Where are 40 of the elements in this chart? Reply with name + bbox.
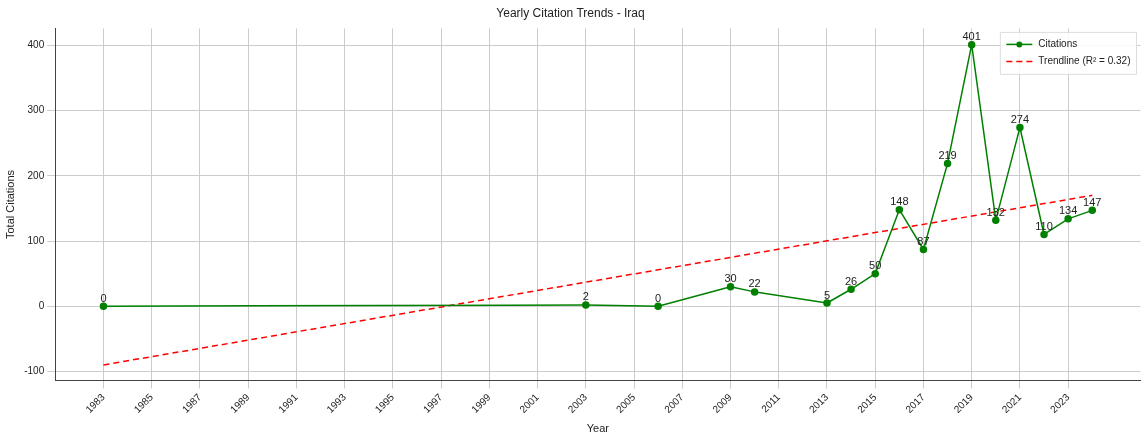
- point: [1064, 215, 1072, 223]
- point: [871, 269, 879, 278]
- point: [1016, 123, 1024, 132]
- y-tick-label: 200: [27, 169, 45, 181]
- x-axis-title: Year: [586, 422, 610, 435]
- data-label: 274: [1010, 113, 1030, 126]
- data-label: 5: [823, 288, 831, 301]
- data-label: 401: [962, 30, 981, 43]
- chart-title: Yearly Citation Trends - Iraq: [496, 5, 645, 20]
- data-label: 148: [890, 195, 909, 208]
- point: [726, 282, 735, 291]
- data-label: 0: [655, 291, 662, 304]
- y-tick-label: -100: [24, 365, 45, 377]
- legend-label: Trendline (R² = 0.32): [1038, 55, 1131, 67]
- legend-label: Citations: [1038, 38, 1078, 50]
- data-label: 2: [582, 290, 589, 303]
- y-tick-label: 400: [27, 39, 45, 51]
- point: [992, 216, 1000, 224]
- y-tick-label: 0: [38, 299, 45, 311]
- point: [654, 302, 662, 310]
- data-label: 147: [1083, 195, 1102, 208]
- data-label: 0: [100, 291, 107, 304]
- point: [967, 40, 976, 49]
- point: [847, 285, 855, 294]
- point: [750, 288, 759, 296]
- point: [943, 159, 952, 168]
- point: [895, 205, 904, 214]
- data-label: 30: [724, 272, 737, 285]
- point: [1088, 206, 1097, 215]
- point: [1040, 230, 1048, 239]
- data-label: 22: [748, 277, 761, 290]
- point: [99, 302, 108, 310]
- y-tick-label: 300: [27, 104, 45, 116]
- y-tick-label: 100: [27, 234, 45, 246]
- y-axis-title: Total Citations: [3, 169, 16, 240]
- data-label: 26: [844, 274, 858, 287]
- point: [823, 299, 831, 307]
- point: [919, 245, 928, 254]
- data-label: 134: [1058, 204, 1078, 217]
- point: [582, 301, 590, 309]
